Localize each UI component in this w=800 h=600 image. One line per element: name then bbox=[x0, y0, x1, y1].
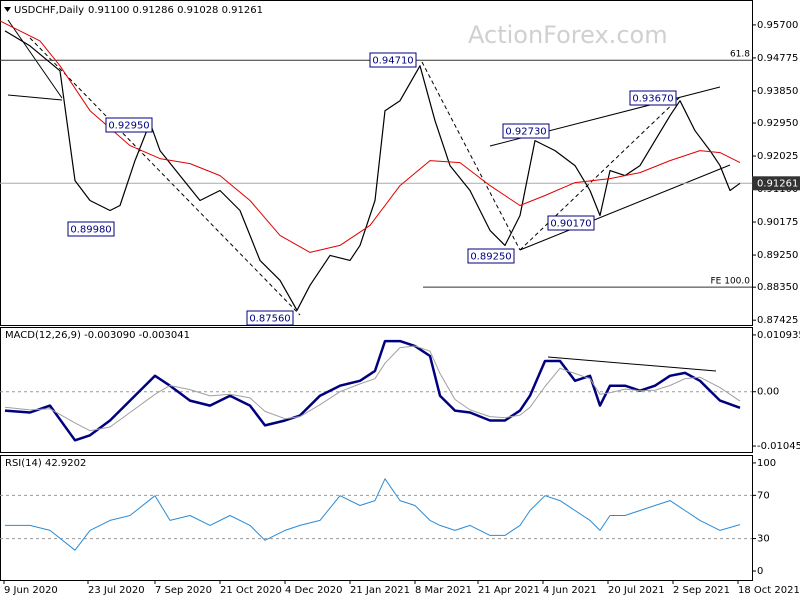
x-tick-label: 21 Apr 2021 bbox=[478, 585, 540, 596]
level-label: FE 100.0 bbox=[711, 277, 751, 287]
price-annotation-box bbox=[502, 123, 550, 139]
price-annotation: 0.87560 bbox=[249, 314, 290, 325]
price-annotation-box bbox=[246, 310, 294, 326]
y-tick-label: 30 bbox=[757, 534, 770, 545]
price-annotation: 0.93670 bbox=[632, 94, 673, 105]
y-tick-label: -0.010459 bbox=[757, 441, 800, 452]
x-tick-label: 23 Jul 2020 bbox=[88, 585, 145, 596]
y-tick-label: 0.92025 bbox=[757, 151, 798, 162]
series-line bbox=[4, 30, 741, 311]
series-line bbox=[0, 20, 741, 253]
chart-title: USDCHF,Daily bbox=[14, 5, 84, 16]
rsi-title: RSI(14) 42.9202 bbox=[5, 458, 86, 469]
y-tick-label: 0.00 bbox=[757, 387, 779, 398]
last-price-label: 0.91261 bbox=[757, 178, 798, 189]
y-tick-label: 0.94775 bbox=[757, 53, 798, 64]
price-annotation: 0.94710 bbox=[372, 56, 413, 67]
trend-line bbox=[519, 96, 681, 251]
y-tick-label: 0.92950 bbox=[757, 118, 798, 129]
x-tick-label: 7 Sep 2020 bbox=[155, 585, 212, 596]
y-tick-label: 0 bbox=[757, 566, 763, 577]
ohlc-values: 0.91100 0.91286 0.91028 0.91261 bbox=[88, 5, 263, 16]
price-annotation-box bbox=[467, 248, 515, 264]
price-annotation-box bbox=[629, 90, 677, 106]
price-annotation-box bbox=[547, 215, 595, 231]
x-tick-label: 21 Oct 2020 bbox=[220, 585, 282, 596]
price-annotation: 0.92950 bbox=[108, 121, 149, 132]
y-tick-label: 0.95700 bbox=[757, 20, 798, 31]
x-tick-label: 2 Sep 2021 bbox=[673, 585, 730, 596]
x-tick-label: 4 Jun 2021 bbox=[543, 585, 597, 596]
rsi-panel bbox=[0, 455, 753, 581]
price-annotation: 0.92730 bbox=[505, 127, 546, 138]
trend-line bbox=[7, 94, 63, 101]
y-tick-label: 70 bbox=[757, 490, 770, 501]
x-tick-label: 8 Mar 2021 bbox=[415, 585, 472, 596]
y-tick-label: 0.89250 bbox=[757, 250, 798, 261]
y-tick-label: 0.93850 bbox=[757, 86, 798, 97]
y-tick-label: 0.90175 bbox=[757, 217, 798, 228]
last-price-box bbox=[752, 176, 800, 191]
macd-panel bbox=[0, 327, 753, 453]
watermark: ActionForex.com bbox=[468, 21, 668, 49]
price-annotation-box bbox=[67, 221, 115, 237]
price-annotation: 0.89250 bbox=[470, 252, 511, 263]
macd-title: MACD(12,26,9) -0.003090 -0.003041 bbox=[5, 330, 190, 341]
price-annotation-box bbox=[105, 117, 153, 133]
price-annotation: 0.89980 bbox=[70, 225, 111, 236]
symbol-marker bbox=[4, 7, 11, 12]
series-line bbox=[4, 345, 741, 432]
trend-line bbox=[547, 356, 717, 372]
y-tick-label: 0.010935 bbox=[757, 330, 800, 341]
level-label: 61.8 bbox=[730, 50, 750, 60]
price-annotation: 0.90170 bbox=[550, 219, 591, 230]
y-tick-label: 0.88350 bbox=[757, 282, 798, 293]
trend-line bbox=[519, 164, 731, 251]
series-line bbox=[5, 478, 741, 551]
trend-line bbox=[29, 37, 301, 316]
y-tick-label: 0.87425 bbox=[757, 315, 798, 326]
x-tick-label: 21 Jan 2021 bbox=[350, 585, 410, 596]
price-panel bbox=[0, 0, 753, 326]
x-tick-label: 20 Jul 2021 bbox=[608, 585, 665, 596]
trend-line bbox=[7, 19, 63, 99]
price-annotation-box bbox=[369, 52, 417, 68]
x-tick-label: 4 Dec 2020 bbox=[285, 585, 343, 596]
x-tick-label: 18 Oct 2021 bbox=[738, 585, 800, 596]
trend-line bbox=[421, 61, 521, 251]
y-tick-label: 100 bbox=[757, 458, 776, 469]
x-tick-label: 9 Jun 2020 bbox=[4, 585, 58, 596]
